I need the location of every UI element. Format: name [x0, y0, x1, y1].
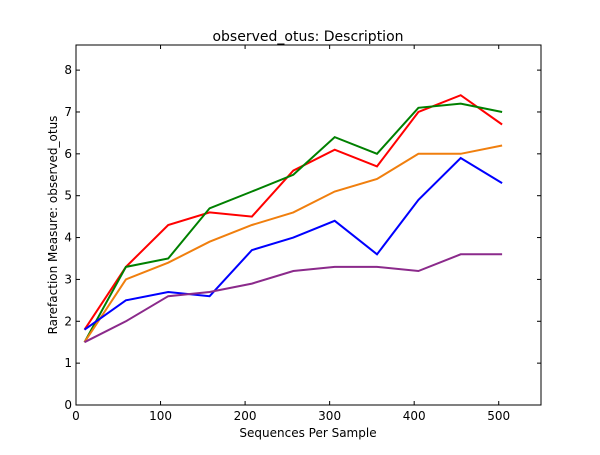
y-tick-label: 6: [64, 147, 72, 161]
x-axis-label: Sequences Per Sample: [239, 426, 376, 440]
y-tick-label: 2: [64, 314, 72, 328]
y-axis-label: Rarefaction Measure: observed_otus: [46, 116, 60, 335]
plot-frame: [75, 44, 542, 406]
x-tick-label: 400: [403, 409, 426, 423]
y-tick-label: 8: [64, 63, 72, 77]
x-tick-label: 0: [72, 409, 80, 423]
x-tick-label: 300: [318, 409, 341, 423]
y-tick-label: 4: [64, 231, 72, 245]
y-tick-label: 3: [64, 272, 72, 286]
series-line-2: [83, 102, 503, 343]
y-tick-label: 5: [64, 189, 72, 203]
series-line-4: [83, 156, 503, 331]
series-layer: [83, 94, 503, 344]
y-tick-label: 7: [64, 105, 72, 119]
series-line-5: [84, 253, 503, 344]
x-tick-label: 100: [149, 409, 172, 423]
y-tick-label: 0: [64, 398, 72, 412]
ticks-layer: 0 100 200 300 400 500 0 1 2 3 4 5 6 7 8: [64, 45, 541, 423]
x-tick-label: 500: [487, 409, 510, 423]
y-tick-label: 1: [64, 356, 72, 370]
series-line-3: [83, 144, 503, 343]
chart-title: observed_otus: Description: [212, 29, 403, 45]
x-tick-label: 200: [234, 409, 257, 423]
